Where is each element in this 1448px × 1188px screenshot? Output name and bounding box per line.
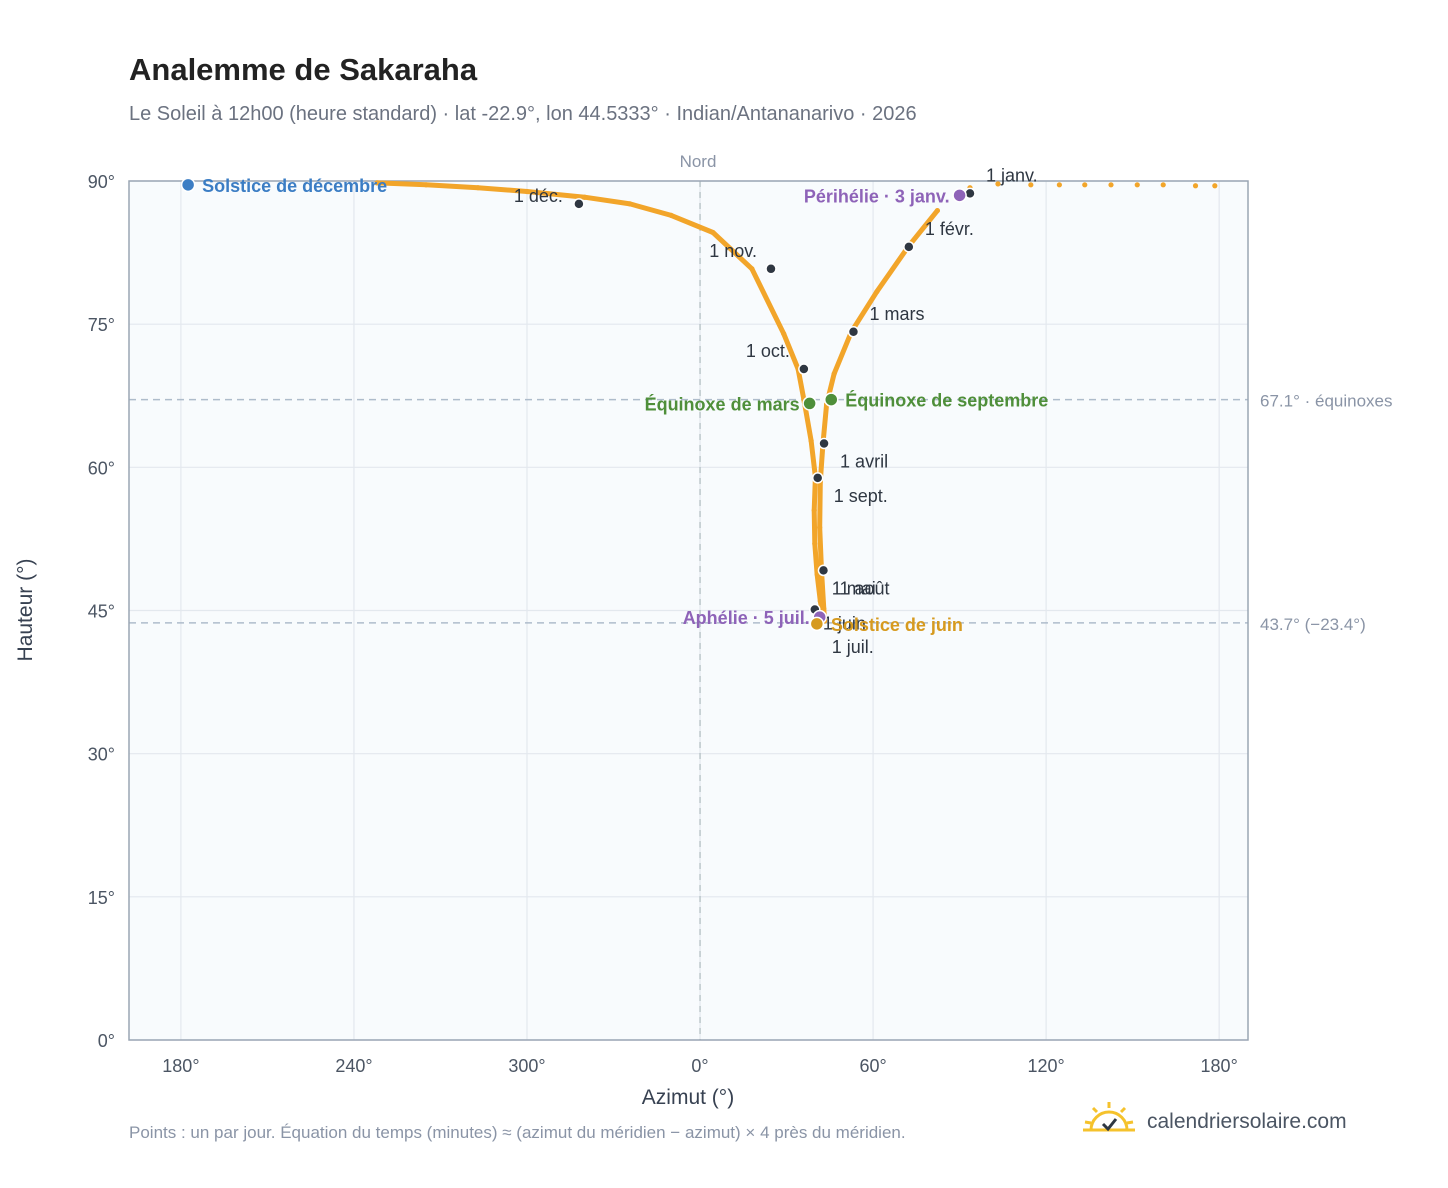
y-tick-label: 15° <box>88 888 115 908</box>
reference-line-label: 43.7° (−23.4°) <box>1260 615 1366 634</box>
event-marker <box>952 188 967 203</box>
event-marker <box>809 616 825 632</box>
x-axis-ticks: 180° 240° 300° 0° 60° 120° 180° <box>162 1056 1237 1076</box>
month-marker <box>818 437 830 450</box>
event-marker <box>180 177 196 193</box>
x-tick-label: 60° <box>859 1056 886 1076</box>
month-marker <box>573 198 585 210</box>
month-marker <box>811 472 824 484</box>
month-label: 1 janv. <box>986 165 1038 185</box>
month-marker <box>847 326 860 338</box>
brand-name[interactable]: calendriersolaire.com <box>1147 1110 1347 1133</box>
month-label: 1 sept. <box>834 486 888 506</box>
analemma-point <box>1082 182 1088 188</box>
x-tick-label: 180° <box>162 1056 199 1076</box>
month-label: 1 févr. <box>925 219 974 239</box>
plot-frame <box>128 180 1249 1041</box>
analemma-point <box>1192 183 1199 189</box>
y-axis-ticks: 0° 15° 30° 45° 60° 75° 90° <box>88 172 115 1051</box>
month-label: 1 oct. <box>746 341 790 361</box>
x-tick-label: 120° <box>1028 1056 1065 1076</box>
x-tick-label: 300° <box>508 1056 545 1076</box>
event-label: Solstice de juin <box>831 615 963 635</box>
month-marker <box>903 241 915 253</box>
event-marker <box>824 392 839 407</box>
month-markers: 1 janv. 1 févr. 1 mars 1 avril 1 mai 1 juin 1 … <box>514 165 1038 657</box>
event-label: Équinoxe de septembre <box>845 390 1048 411</box>
x-axis-label: Azimut (°) <box>642 1086 734 1109</box>
month-label: 1 avril <box>840 451 888 471</box>
reference-lines: 67.1° · équinoxes 43.7° (−23.4°) <box>129 392 1393 634</box>
analemma-point <box>1212 183 1218 189</box>
north-label: Nord <box>680 152 717 171</box>
x-tick-label: 0° <box>691 1056 708 1076</box>
chart-subtitle: Le Soleil à 12h00 (heure standard) · lat… <box>129 103 917 125</box>
month-label: 1 juil. <box>832 637 874 657</box>
y-tick-label: 90° <box>88 172 115 192</box>
analemma-point <box>995 181 1001 187</box>
analemma-point <box>1160 182 1166 188</box>
x-tick-label: 240° <box>335 1056 372 1076</box>
analemma-point <box>1028 182 1034 188</box>
event-marker <box>802 396 817 411</box>
event-label: Solstice de décembre <box>202 176 387 196</box>
month-label: 1 déc. <box>514 186 563 206</box>
y-tick-label: 30° <box>88 745 115 765</box>
sun-check-icon <box>1083 1100 1135 1145</box>
event-markers: Solstice de décembre Périhélie · 3 janv. É… <box>180 176 1048 635</box>
chart-title: Analemme de Sakaraha <box>129 52 478 87</box>
month-label: 1 mars <box>869 304 924 324</box>
month-marker <box>765 263 777 275</box>
month-label: 1 juin <box>823 614 866 634</box>
event-label: Périhélie · 3 janv. <box>804 186 950 206</box>
y-tick-label: 45° <box>88 602 115 622</box>
event-label: Aphélie · 5 juil. <box>683 608 810 628</box>
footnote: Points : un par jour. Équation du temps … <box>129 1123 906 1142</box>
x-tick-label: 180° <box>1201 1056 1238 1076</box>
analemma-point <box>1056 182 1062 188</box>
analemma-point <box>1108 182 1114 188</box>
brand[interactable]: calendriersolaire.com <box>1083 1100 1347 1145</box>
y-axis-label: Hauteur (°) <box>14 559 37 662</box>
month-label: 1 août <box>839 578 889 598</box>
analemma-point <box>1134 182 1140 188</box>
month-label: 1 nov. <box>709 241 757 261</box>
y-tick-label: 60° <box>88 458 115 478</box>
month-label: 1 mai <box>832 578 876 598</box>
y-tick-label: 0° <box>98 1031 115 1051</box>
month-marker <box>817 564 830 577</box>
reference-line-label: 67.1° · équinoxes <box>1260 392 1393 411</box>
month-marker <box>798 363 810 375</box>
event-label: Équinoxe de mars <box>645 393 800 414</box>
y-tick-label: 75° <box>88 315 115 335</box>
